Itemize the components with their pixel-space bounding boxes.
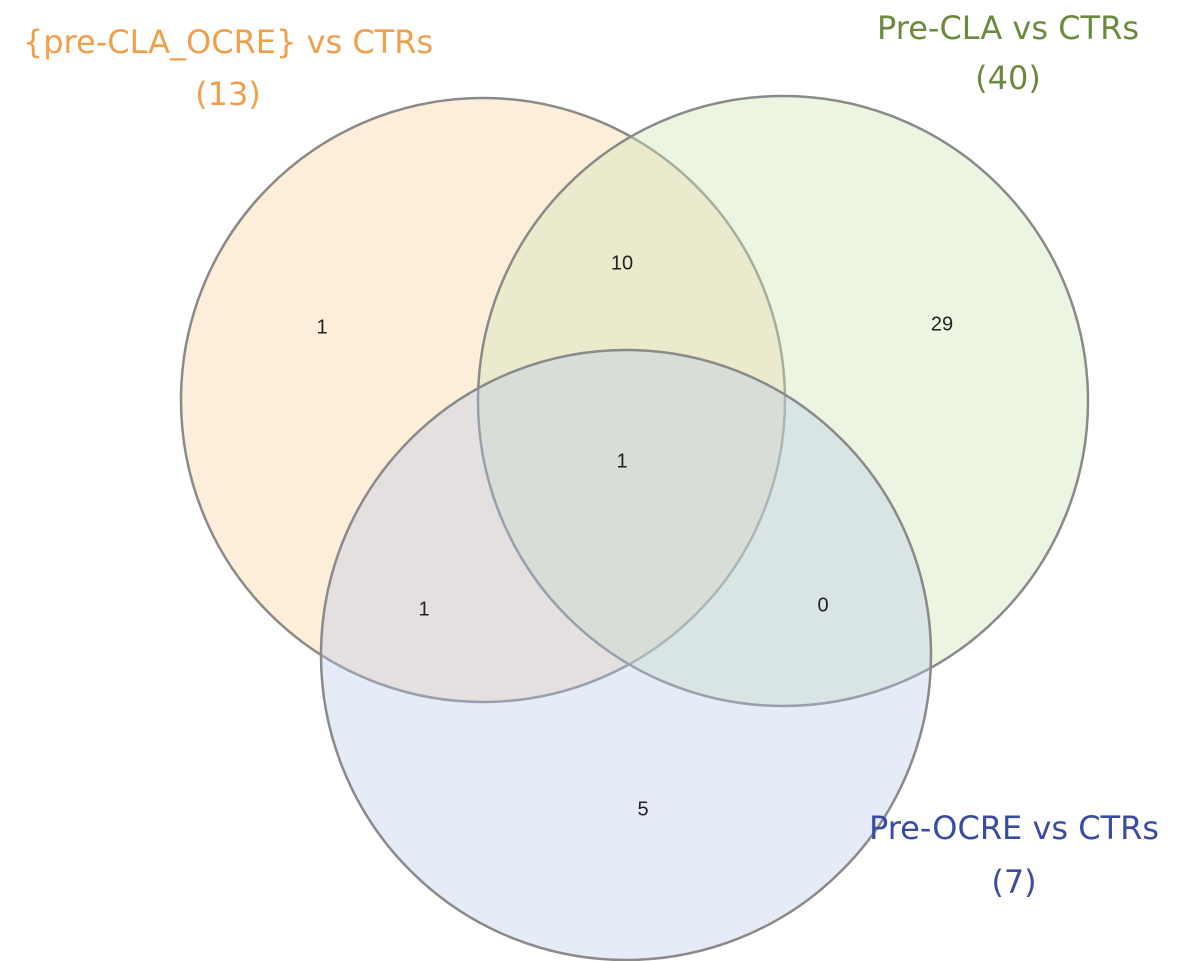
set-count: (7) — [991, 863, 1036, 901]
set-count: (40) — [975, 59, 1041, 97]
set-circle — [476, 94, 1090, 708]
set-name: Pre-OCRE vs CTRs — [869, 809, 1159, 847]
set-name: Pre-CLA vs CTRs — [877, 9, 1139, 47]
region-count: 0 — [817, 594, 828, 616]
set-name: {pre-CLA_OCRE} vs CTRs — [23, 23, 433, 61]
region-count: 1 — [418, 598, 429, 620]
region-count: 5 — [637, 798, 648, 820]
set-circle — [319, 348, 933, 961]
region-count: 29 — [931, 313, 953, 335]
region-count: 1 — [316, 316, 327, 338]
region-count: 1 — [616, 450, 627, 472]
set-count: (13) — [195, 75, 261, 113]
set-circle — [179, 96, 787, 704]
region-count: 10 — [611, 252, 633, 274]
